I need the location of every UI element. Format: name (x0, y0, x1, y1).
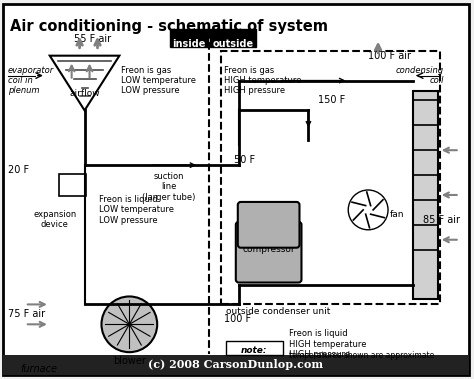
Text: Air conditioning - schematic of system: Air conditioning - schematic of system (10, 19, 328, 34)
Text: Freon is gas
HIGH temperature
HIGH pressure: Freon is gas HIGH temperature HIGH press… (224, 66, 301, 96)
FancyBboxPatch shape (236, 222, 301, 282)
Text: 50 F: 50 F (234, 155, 255, 165)
Text: Freon is liquid
LOW temperature
LOW pressure: Freon is liquid LOW temperature LOW pres… (100, 195, 174, 225)
FancyBboxPatch shape (3, 355, 469, 375)
Text: Freon is liquid
HIGH temperature
HIGH pressure: Freon is liquid HIGH temperature HIGH pr… (289, 329, 366, 359)
Text: 85 F air: 85 F air (423, 215, 460, 225)
Text: 75 F air: 75 F air (8, 309, 45, 319)
Text: 150 F: 150 F (319, 96, 346, 105)
Text: condensing
coil: condensing coil (396, 66, 444, 85)
FancyBboxPatch shape (3, 4, 469, 375)
Text: evaporator
coil in
plenum: evaporator coil in plenum (8, 66, 54, 96)
Text: temperatures shown are approximate: temperatures shown are approximate (289, 351, 434, 360)
Text: outside condenser unit: outside condenser unit (227, 307, 331, 316)
FancyBboxPatch shape (210, 29, 255, 47)
Text: fan: fan (390, 210, 404, 219)
Text: furnace: furnace (20, 364, 57, 374)
FancyBboxPatch shape (226, 341, 283, 355)
Text: 55 F air: 55 F air (74, 34, 111, 44)
Text: outside: outside (212, 39, 254, 49)
Text: compressor: compressor (242, 245, 295, 254)
Text: expansion
device: expansion device (33, 210, 76, 229)
Circle shape (101, 296, 157, 352)
Text: Freon is gas
LOW temperature
LOW pressure: Freon is gas LOW temperature LOW pressur… (121, 66, 196, 96)
Text: note:: note: (240, 346, 267, 355)
Text: blower: blower (113, 356, 146, 366)
Text: 100 F: 100 F (224, 314, 251, 324)
FancyBboxPatch shape (59, 174, 86, 196)
Text: (c) 2008 CarsonDunlop.com: (c) 2008 CarsonDunlop.com (148, 359, 323, 370)
Text: 100 F air: 100 F air (368, 51, 411, 61)
Text: airflow: airflow (69, 89, 100, 97)
Text: 20 F: 20 F (8, 165, 29, 175)
FancyBboxPatch shape (221, 51, 440, 304)
FancyBboxPatch shape (238, 202, 300, 248)
FancyBboxPatch shape (413, 91, 438, 299)
FancyBboxPatch shape (170, 29, 208, 47)
Text: inside: inside (173, 39, 206, 49)
Text: suction
line
(larger tube): suction line (larger tube) (143, 172, 196, 202)
